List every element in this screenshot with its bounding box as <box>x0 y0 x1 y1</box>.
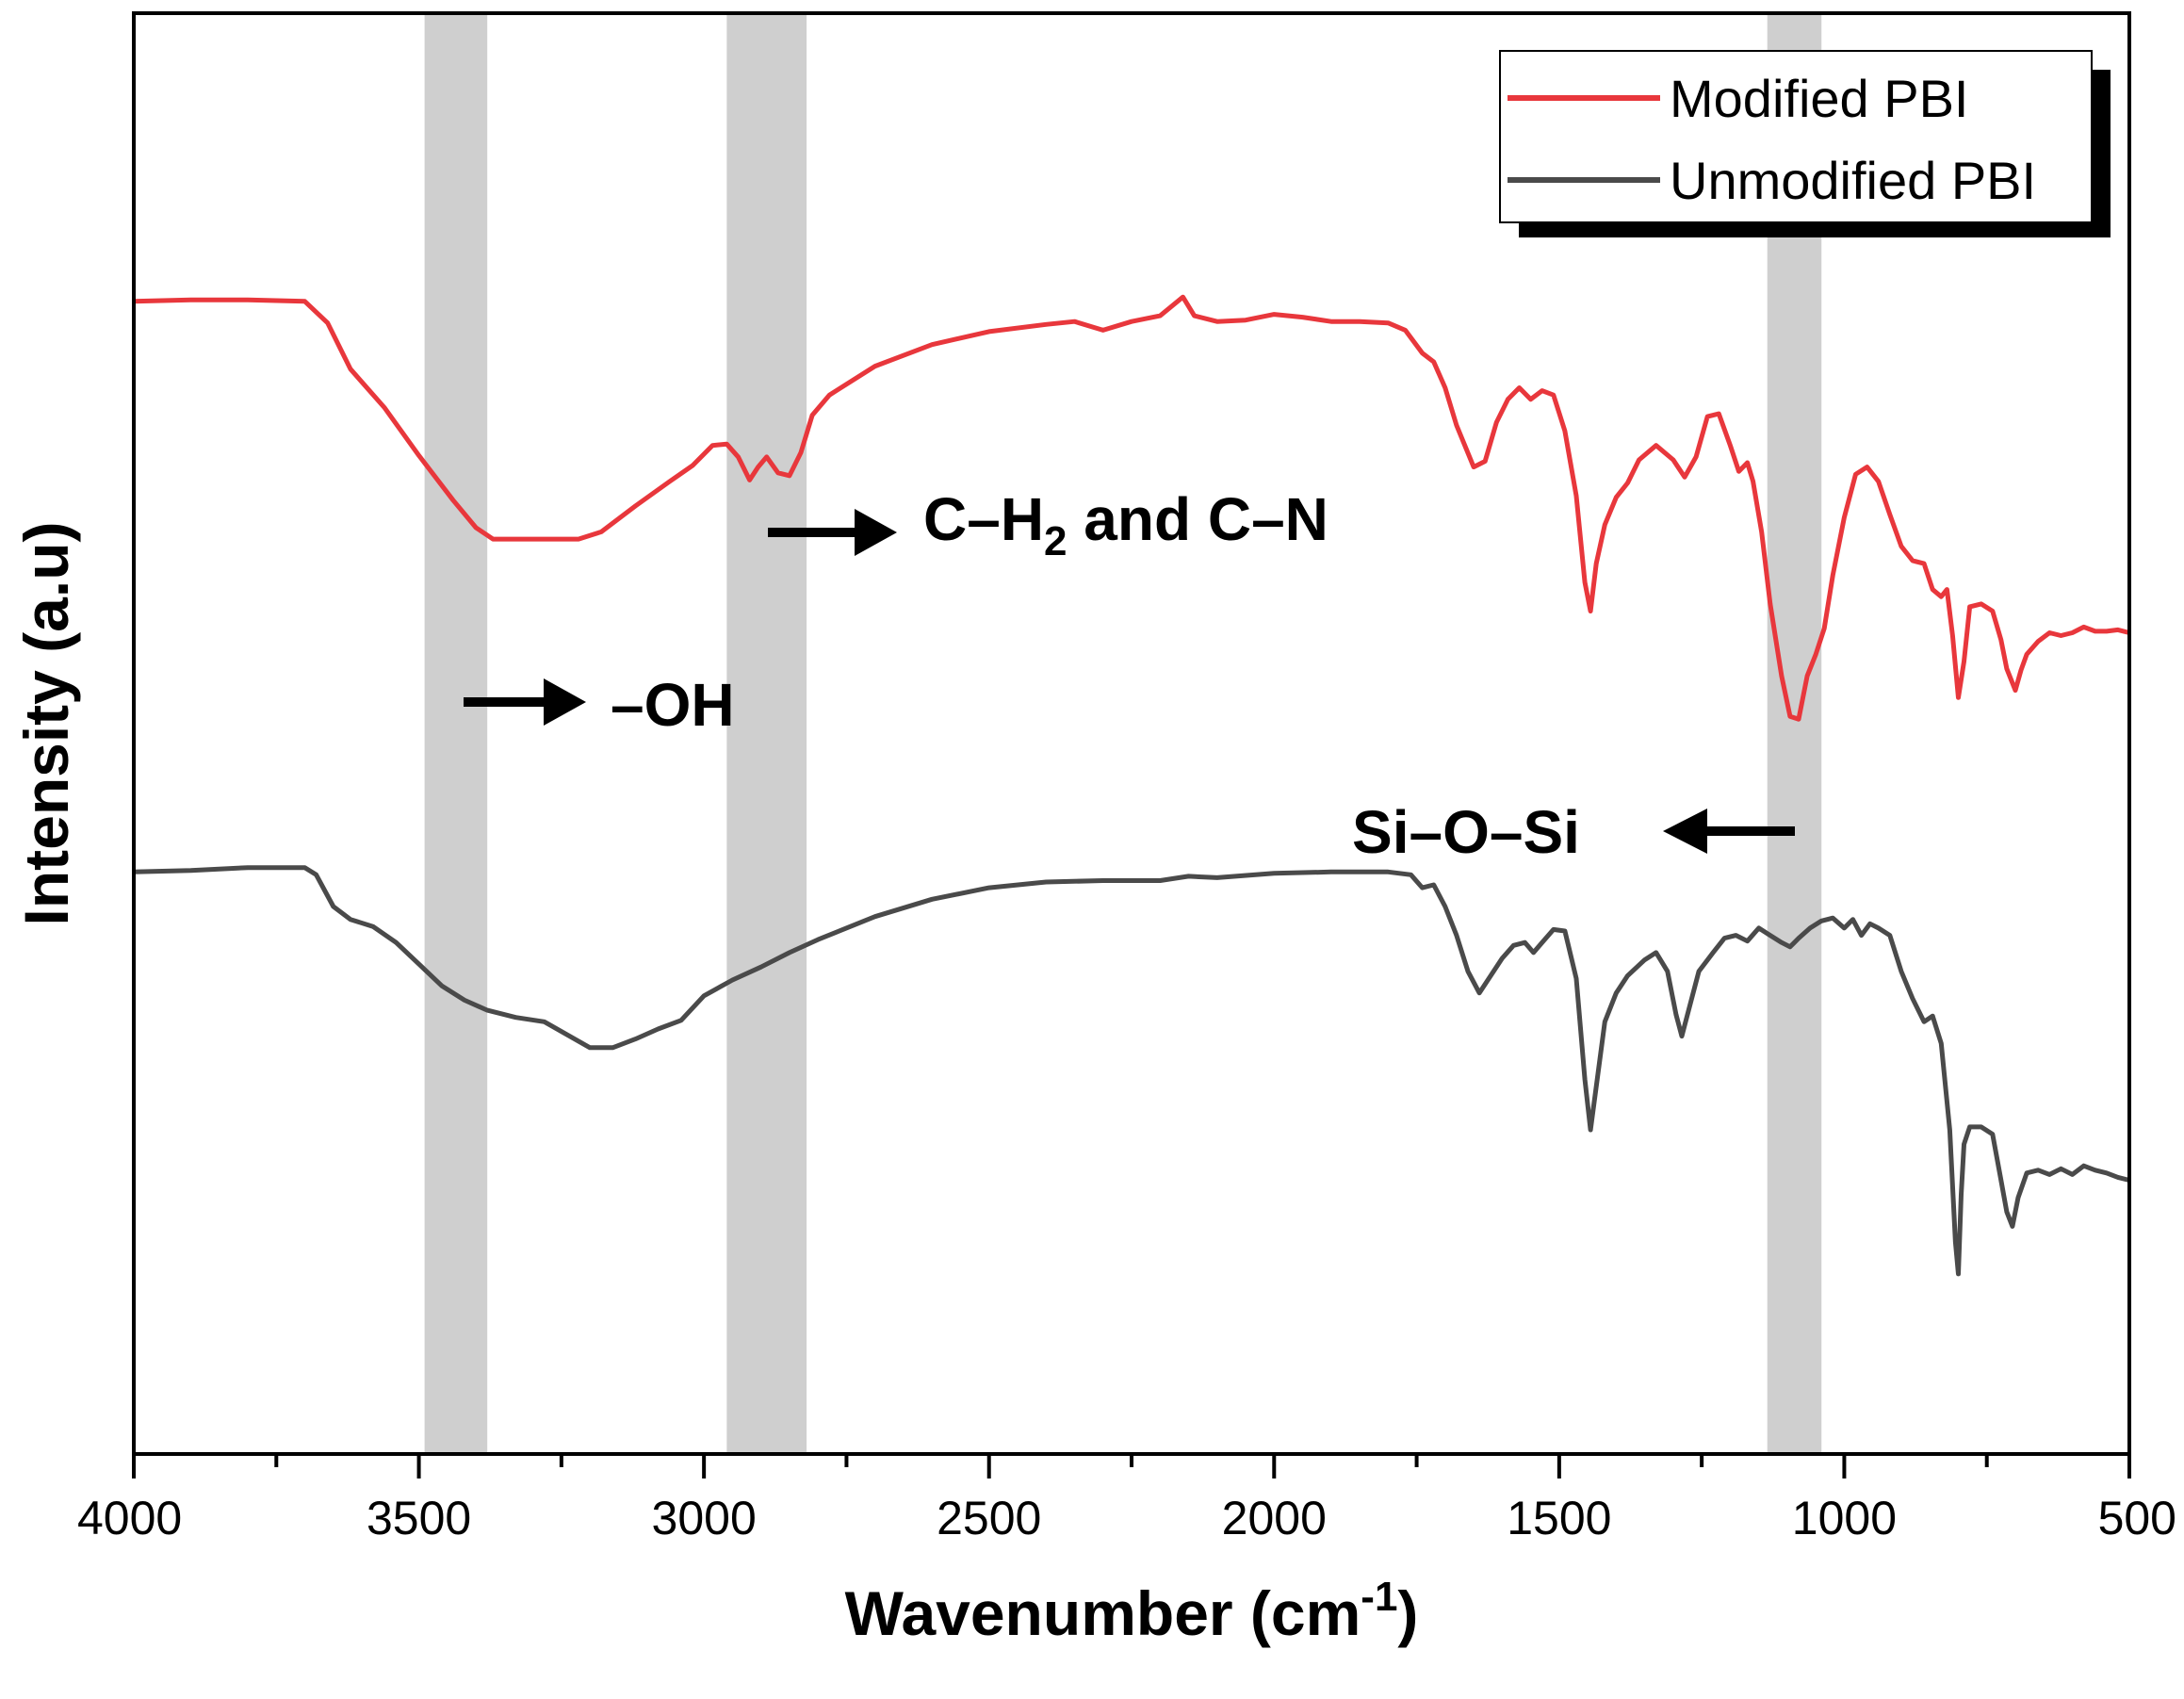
legend: Modified PBI Unmodified PBI <box>1499 50 2111 237</box>
series-line-unmodified-pbi <box>133 865 2130 1277</box>
x-tick-label-2500: 2500 <box>937 1492 1041 1544</box>
annotation-siosi-label: Si–O–Si <box>1352 798 1580 866</box>
x-tick-label-3500: 3500 <box>367 1492 471 1544</box>
annotation-oh: –OH <box>464 671 735 739</box>
x-tick-label-3000: 3000 <box>652 1492 757 1544</box>
x-axis-ticks: 4000 3500 3000 2500 2000 1500 1000 500 <box>77 1454 2176 1544</box>
legend-label-unmodified: Unmodified PBI <box>1670 151 2036 210</box>
x-axis-title: Wavenumber (cm-1) <box>845 1574 1419 1648</box>
spectra-lines <box>133 294 2130 1277</box>
annotation-oh-label: –OH <box>611 671 735 739</box>
annotation-siosi-arrowhead-shape <box>1663 809 1707 854</box>
annotation-ch2-arrowhead <box>855 509 897 556</box>
annotation-siosi: Si–O–Si <box>1352 798 1795 866</box>
y-axis-title: Intensity (a.u) <box>11 521 81 925</box>
highlight-bands <box>424 13 1822 1454</box>
x-tick-label-2000: 2000 <box>1222 1492 1327 1544</box>
legend-box <box>1499 50 2093 223</box>
x-tick-label-1000: 1000 <box>1792 1492 1897 1544</box>
highlight-band-1 <box>726 13 807 1454</box>
x-tick-label-500: 500 <box>2098 1492 2176 1544</box>
x-tick-label-1500: 1500 <box>1507 1492 1611 1544</box>
annotation-ch2: C–H2 and C–N <box>768 485 1328 564</box>
series-line-modified-pbi <box>133 294 2130 722</box>
annotation-ch2-label: C–H2 and C–N <box>923 485 1328 564</box>
highlight-band-0 <box>424 13 488 1454</box>
highlight-band-2 <box>1767 13 1822 1454</box>
x-tick-label-4000: 4000 <box>77 1492 182 1544</box>
annotation-oh-arrowhead <box>544 678 586 726</box>
legend-label-modified: Modified PBI <box>1670 69 1969 128</box>
